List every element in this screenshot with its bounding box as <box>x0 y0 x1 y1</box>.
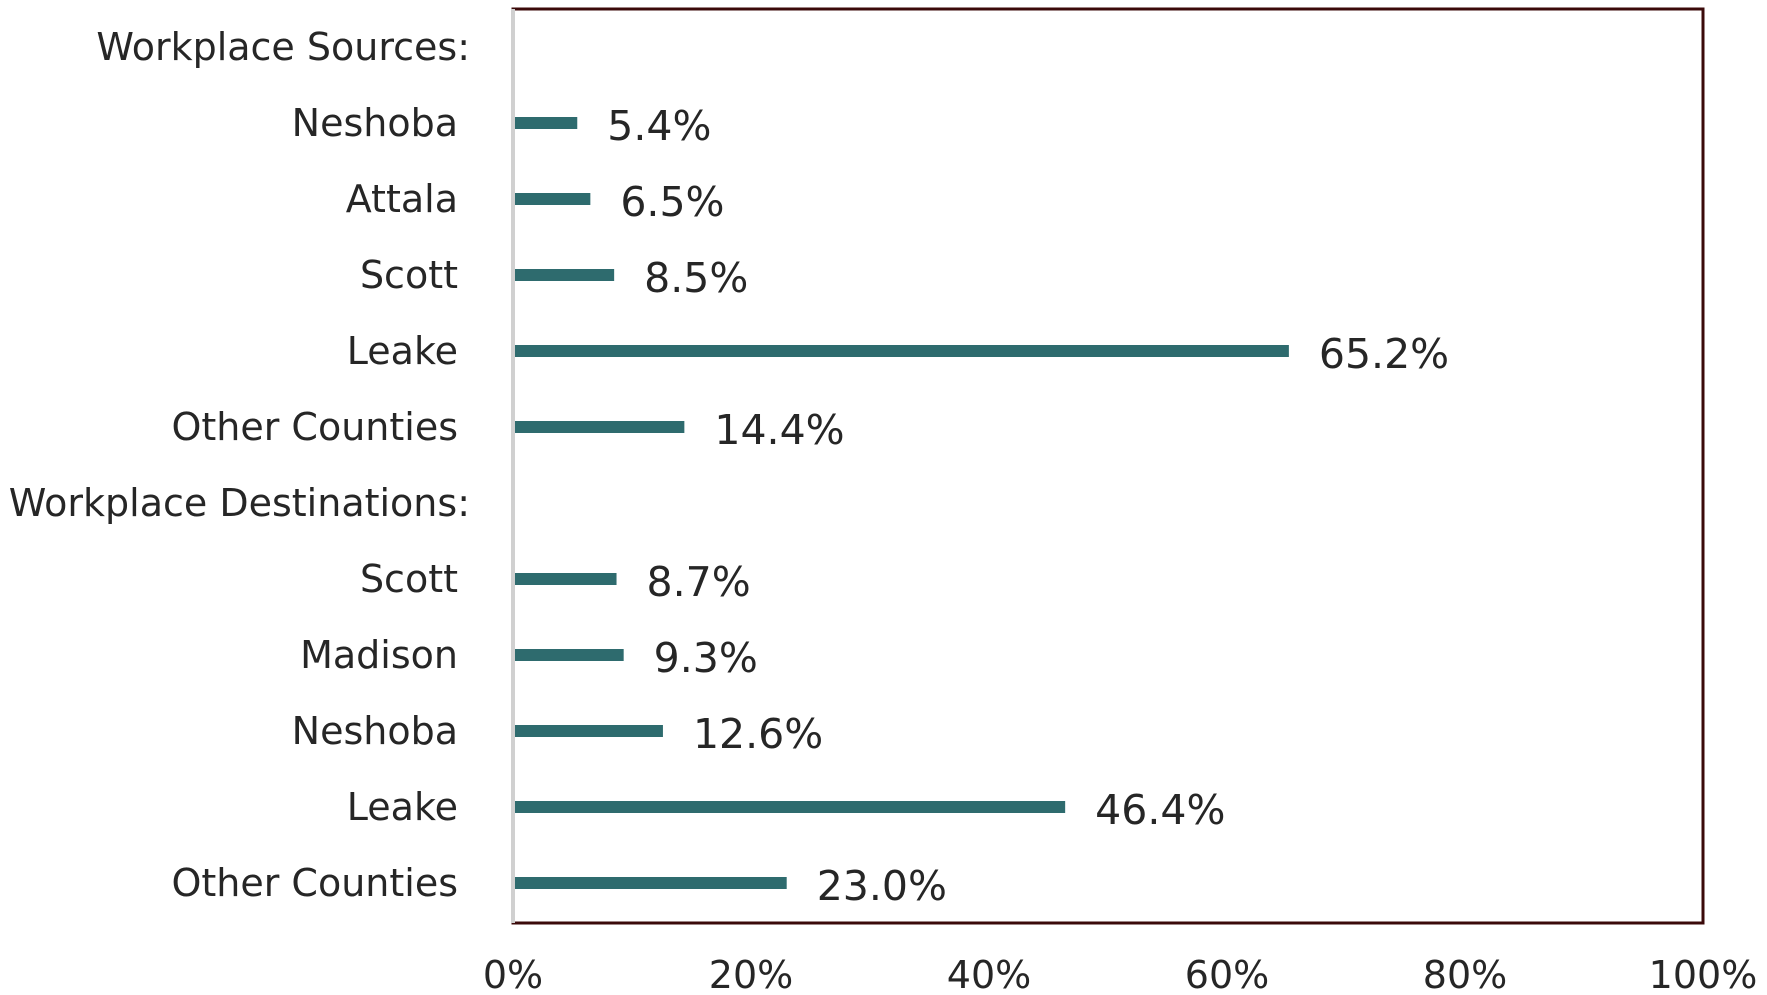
x-tick-label: 60% <box>1185 953 1269 995</box>
bar <box>515 573 617 585</box>
category-label: Neshoba <box>292 101 458 145</box>
category-label: Leake <box>347 785 458 829</box>
bars <box>515 117 1289 889</box>
x-tick-label: 100% <box>1649 953 1758 995</box>
data-label: 8.7% <box>647 558 751 606</box>
category-label: Madison <box>300 633 458 677</box>
category-label: Scott <box>360 253 458 297</box>
category-label: Attala <box>346 177 458 221</box>
plot-area <box>511 7 1705 925</box>
x-tick-label: 40% <box>947 953 1031 995</box>
bar <box>515 117 578 129</box>
category-label: Neshoba <box>292 709 458 753</box>
data-label: 46.4% <box>1095 786 1225 834</box>
x-tick-label: 80% <box>1423 953 1507 995</box>
data-label: 14.4% <box>714 406 844 454</box>
data-label: 8.5% <box>644 254 748 302</box>
category-label: Scott <box>360 557 458 601</box>
data-label: 12.6% <box>693 710 823 758</box>
group-header-label: Workplace Destinations: <box>9 481 470 525</box>
bar <box>515 421 685 433</box>
category-label: Other Counties <box>171 405 458 449</box>
bar <box>515 193 591 205</box>
data-label: 5.4% <box>607 102 711 150</box>
category-labels: Workplace Sources: Neshoba Attala Scott Leak… <box>9 25 470 905</box>
category-label: Leake <box>347 329 458 373</box>
x-tick-label: 20% <box>709 953 793 995</box>
bar <box>515 801 1066 813</box>
data-labels: 5.4% 6.5% 8.5% 65.2% 14.4% 8.7% 9.3% 12.6% 46.4%… <box>607 102 1449 910</box>
data-label: 23.0% <box>817 862 947 910</box>
bar <box>515 649 624 661</box>
bar <box>515 269 615 281</box>
group-header-label: Workplace Sources: <box>96 25 470 69</box>
x-axis-tick-labels: 0% 20% 40% 60% 80% 100% <box>483 953 1757 995</box>
bar <box>515 725 663 737</box>
data-label: 9.3% <box>654 634 758 682</box>
x-tick-label: 0% <box>483 953 543 995</box>
data-label: 65.2% <box>1319 330 1449 378</box>
data-label: 6.5% <box>620 178 724 226</box>
category-label: Other Counties <box>171 861 458 905</box>
bar <box>515 345 1289 357</box>
bar <box>515 877 787 889</box>
